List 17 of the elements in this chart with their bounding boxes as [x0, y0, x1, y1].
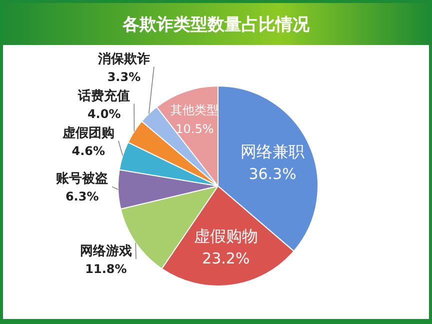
slice-label: 消保欺诈: [96, 52, 150, 67]
chart-title: 各欺诈类型数量占比情况: [122, 15, 310, 35]
data-label: 11.8%: [85, 262, 127, 276]
slice-label: 网络游戏: [80, 244, 132, 260]
slice-label: 网络兼职: [240, 142, 305, 161]
slice-label: 虚假团购: [61, 126, 114, 141]
slice-label: 话费充值: [77, 88, 130, 104]
data-label: 4.6%: [72, 144, 106, 158]
data-label: 3.3%: [107, 70, 141, 84]
data-label: 36.3%: [248, 164, 296, 183]
slice-label: 虚假购物: [194, 226, 258, 246]
data-label: 23.2%: [202, 249, 250, 268]
data-label: 4.0%: [87, 106, 121, 121]
data-label: 10.5%: [176, 122, 214, 136]
data-label: 6.3%: [65, 190, 99, 204]
slice-label: 其他类型: [170, 102, 219, 117]
slice-label: 账号被盗: [55, 170, 108, 187]
